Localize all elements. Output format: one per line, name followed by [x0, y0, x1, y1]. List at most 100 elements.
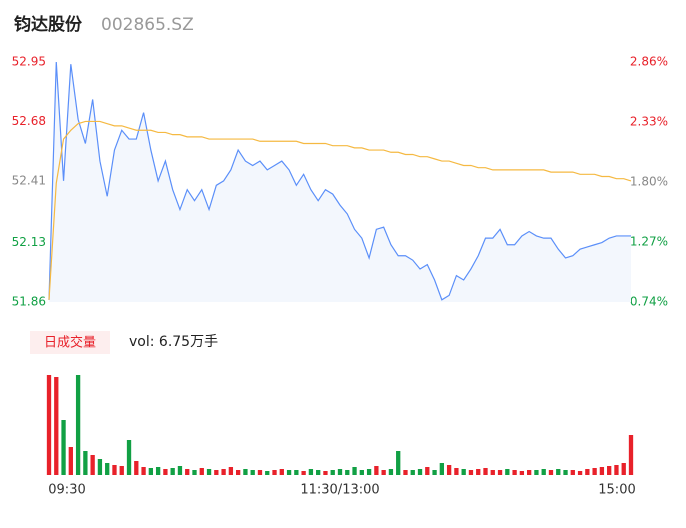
volume-bar [228, 467, 234, 475]
volume-bar [286, 470, 292, 475]
volume-bar [425, 467, 430, 475]
volume-bar [308, 469, 314, 475]
volume-summary: vol: 6.75万手 [129, 334, 218, 350]
volume-bar [97, 459, 103, 475]
volume-bar [199, 468, 204, 475]
volume-bar [206, 469, 212, 475]
volume-bar [316, 470, 321, 475]
volume-bar [585, 469, 590, 475]
volume-bar [497, 470, 503, 475]
volume-bar [396, 451, 401, 475]
y-tick-label: 52.95 [12, 55, 46, 69]
volume-bar [345, 470, 350, 475]
y-tick-label: 52.13 [12, 235, 46, 249]
volume-bar [483, 468, 488, 475]
volume-bar [134, 461, 139, 475]
series-line [48, 61, 631, 301]
volume-bar [214, 470, 219, 475]
y2-tick-label: 1.80% [630, 175, 668, 189]
volume-bar [170, 468, 175, 475]
volume-bar [301, 471, 306, 475]
volume-bar [163, 469, 168, 475]
legend-box [30, 331, 110, 354]
y2-tick-label: 2.33% [630, 115, 668, 129]
volume-bar [505, 469, 510, 475]
volume-bar [432, 470, 437, 475]
volume-bar [621, 463, 626, 475]
volume-bar [454, 468, 459, 475]
volume-bar [68, 447, 73, 475]
volume-bar [272, 470, 277, 475]
volume-bar [235, 470, 241, 475]
volume-bar [461, 469, 466, 475]
volume-bar [607, 466, 612, 475]
volume-bar [599, 467, 605, 475]
volume-bar [90, 455, 95, 475]
volume-bar [563, 470, 568, 475]
volume-bar [61, 420, 66, 475]
volume-bar [439, 463, 445, 475]
volume-bar [155, 467, 161, 475]
volume-bar [257, 470, 263, 475]
volume-bar [265, 471, 270, 475]
volume-legend: 日成交量 [44, 335, 96, 351]
volume-bar [250, 470, 255, 475]
y-tick-label: 52.68 [12, 114, 46, 128]
volume-bar [105, 463, 110, 475]
volume-bar [221, 469, 226, 475]
y2-tick-label: 0.74% [630, 295, 668, 309]
volume-bar [592, 468, 597, 475]
volume-bar [141, 467, 146, 475]
y-tick-label: 51.86 [12, 295, 46, 309]
volume-bar [330, 470, 335, 475]
volume-bar [541, 469, 546, 475]
volume-bar [490, 470, 495, 475]
volume-bar [83, 451, 88, 475]
x-tick-label: 11:30/13:00 [300, 483, 379, 498]
volume-bar [75, 375, 81, 475]
volume-bar [403, 470, 408, 475]
volume-bar [628, 435, 634, 475]
volume-bar [148, 468, 154, 475]
volume-bar [192, 470, 197, 475]
volume-bar [577, 471, 583, 475]
x-tick-label: 09:30 [48, 483, 85, 498]
volume-bar [279, 469, 284, 475]
x-tick-label: 15:00 [598, 483, 635, 498]
volume-bar [177, 466, 183, 475]
stock-code: 002865.SZ [101, 15, 194, 35]
volume-bar [112, 465, 117, 475]
volume-bar [119, 466, 124, 475]
volume-bar [126, 440, 132, 475]
volume-bar [476, 469, 481, 475]
volume-bar [46, 375, 52, 475]
volume-bar [556, 469, 561, 475]
volume-bar [352, 467, 357, 475]
volume-bar [337, 469, 343, 475]
volume-bar [294, 470, 299, 475]
volume-bar [446, 465, 452, 475]
volume-bar [323, 471, 328, 475]
volume-bar [526, 470, 532, 475]
volume-bar [468, 470, 474, 475]
volume-bar [381, 470, 386, 475]
volume-bar [548, 470, 554, 475]
y2-tick-label: 2.86% [630, 55, 668, 69]
volume-bar [519, 471, 525, 475]
series-line [48, 120, 632, 300]
volume-bar [534, 470, 539, 475]
volume-bar [359, 470, 364, 475]
volume-bar [185, 469, 190, 475]
volume-bar [54, 377, 59, 475]
volume-bar [417, 469, 423, 475]
volume-bar [512, 470, 517, 475]
volume-bar [243, 469, 248, 475]
stock-name: 钧达股份 [14, 14, 83, 35]
volume-bar [410, 470, 415, 475]
volume-bar [614, 465, 619, 475]
y-tick-label: 52.41 [12, 173, 46, 187]
volume-bar [366, 469, 372, 475]
y2-tick-label: 1.27% [630, 235, 668, 249]
volume-bar [570, 470, 575, 475]
